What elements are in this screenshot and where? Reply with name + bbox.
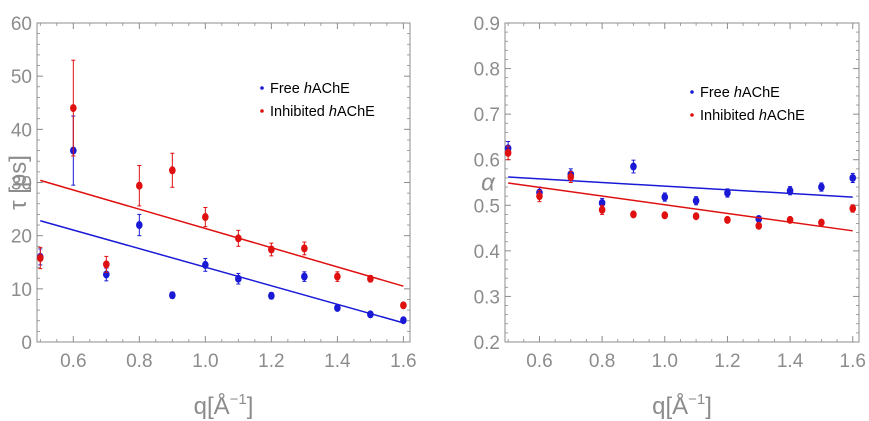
data-point	[136, 221, 143, 230]
y-tick-label: 0.8	[474, 60, 500, 81]
legend-marker	[690, 90, 694, 94]
x-tick-label: 1.0	[192, 351, 218, 372]
legend-label: Inhibited hAChE	[700, 108, 805, 124]
data-point	[103, 260, 110, 269]
data-point	[334, 272, 341, 281]
data-point	[567, 173, 575, 182]
plot-frame	[36, 22, 411, 343]
y-tick-label: 50	[11, 67, 32, 88]
data-point	[786, 186, 794, 195]
data-point	[367, 274, 374, 283]
y-tick-label: 0.2	[474, 333, 500, 354]
data-point	[268, 291, 275, 300]
alpha-chart: 0.2 0.3 0.4 0.5 0.6 0.7 0.8 0.9 0.6 0.8 1.0 1.2 1.4 1…	[474, 14, 866, 420]
x-tick-label: 1.0	[652, 351, 678, 372]
legend-marker	[260, 86, 264, 90]
data-point	[169, 291, 176, 300]
y-tick-label: 60	[11, 14, 32, 35]
y-tick-label: 0.9	[474, 14, 500, 35]
data-point	[661, 193, 669, 202]
x-tick-label: 0.8	[126, 351, 152, 372]
x-axis-title: q[Å−1]	[194, 391, 254, 420]
data-point	[818, 183, 825, 192]
fit-line	[508, 182, 853, 232]
x-tick-label: 1.4	[324, 351, 351, 372]
x-tick-label: 1.4	[777, 351, 804, 372]
data-point	[724, 215, 731, 224]
y-tick-label: 0	[21, 333, 32, 354]
x-axis-title: q[Å−1]	[652, 391, 712, 420]
data-point	[367, 310, 374, 319]
data-point	[692, 212, 700, 221]
y-tick-label: 0.6	[474, 151, 500, 172]
data-point	[235, 234, 242, 243]
x-tick-label: 1.6	[390, 351, 416, 372]
fit-line	[40, 220, 404, 324]
y-tick-label: 0.3	[474, 287, 500, 308]
x-tick-label: 1.6	[840, 351, 866, 372]
data-point	[536, 192, 543, 201]
y-tick-label: 0.5	[474, 196, 500, 217]
data-point	[400, 316, 407, 325]
legend-marker	[260, 109, 264, 113]
data-point	[136, 181, 143, 190]
x-tick-label: 0.6	[526, 351, 552, 372]
data-point	[37, 253, 44, 262]
data-point	[661, 211, 669, 220]
fit-line	[508, 176, 853, 198]
tau-chart: 0 10 20 30 40 50 60 0.6 0.8 1.0 1.2 1.4 1.6 q[Å−1] τ […	[5, 14, 417, 420]
x-tick-label: 0.6	[60, 351, 86, 372]
legend-marker	[690, 113, 694, 117]
data-point	[235, 274, 242, 283]
data-point	[755, 214, 763, 223]
data-point	[169, 166, 176, 175]
data-point	[849, 204, 857, 213]
legend-label: Free hAChE	[270, 81, 350, 97]
y-tick-label: 40	[11, 120, 32, 141]
data-point	[755, 221, 763, 230]
data-point	[724, 188, 731, 197]
y-tick-label: 0.7	[474, 105, 500, 126]
y-axis-title: τ [ps]	[5, 155, 32, 210]
legend-label: Free hAChE	[700, 85, 780, 101]
y-tick-label: 20	[11, 227, 32, 248]
data-point	[630, 162, 637, 171]
data-point	[268, 245, 275, 254]
data-point	[849, 173, 857, 182]
data-point	[598, 205, 606, 214]
x-tick-label: 1.2	[714, 351, 740, 372]
plot-frame	[504, 22, 860, 343]
legend-label: Inhibited hAChE	[270, 104, 375, 120]
data-point	[301, 244, 308, 253]
data-point	[334, 303, 341, 312]
y-axis-title: α	[481, 170, 496, 197]
data-point	[630, 210, 637, 219]
data-point	[786, 215, 794, 224]
data-point	[301, 272, 308, 281]
data-point	[400, 301, 407, 310]
y-tick-label: 10	[11, 280, 32, 301]
data-point	[70, 104, 77, 113]
x-tick-label: 0.8	[589, 351, 615, 372]
data-point	[692, 196, 700, 205]
x-tick-label: 1.2	[258, 351, 284, 372]
y-tick-label: 30	[11, 174, 32, 195]
data-point	[818, 218, 825, 227]
fit-line	[40, 179, 404, 287]
y-tick-label: 0.4	[474, 242, 501, 263]
data-point	[202, 213, 209, 222]
data-point	[504, 148, 512, 157]
data-point	[202, 260, 209, 269]
